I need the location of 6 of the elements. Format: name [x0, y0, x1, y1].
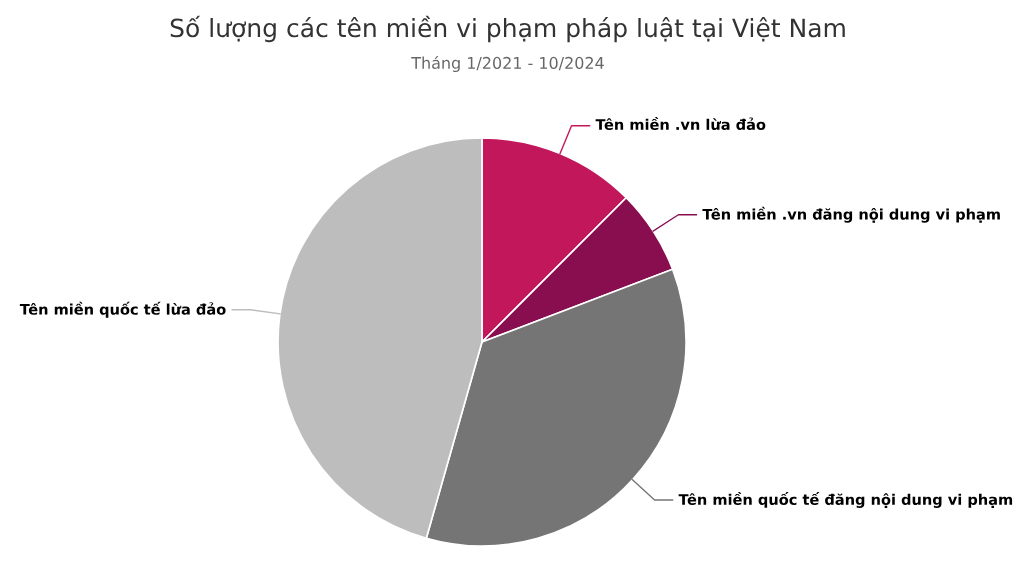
chart-subtitle: Tháng 1/2021 - 10/2024 — [411, 55, 604, 73]
slice-label: Tên miền quốc tế lừa đảo — [19, 301, 226, 318]
slice-label: Tên miền .vn đăng nội dung vi phạm — [702, 206, 1000, 223]
chart-title: Số lượng các tên miền vi phạm pháp luật tại Việt Nam — [170, 15, 845, 43]
slice-label: Tên miền .vn lừa đảo — [595, 117, 766, 131]
slice-label: Tên miền quốc tế đăng nội dung vi phạm — [678, 492, 1013, 508]
